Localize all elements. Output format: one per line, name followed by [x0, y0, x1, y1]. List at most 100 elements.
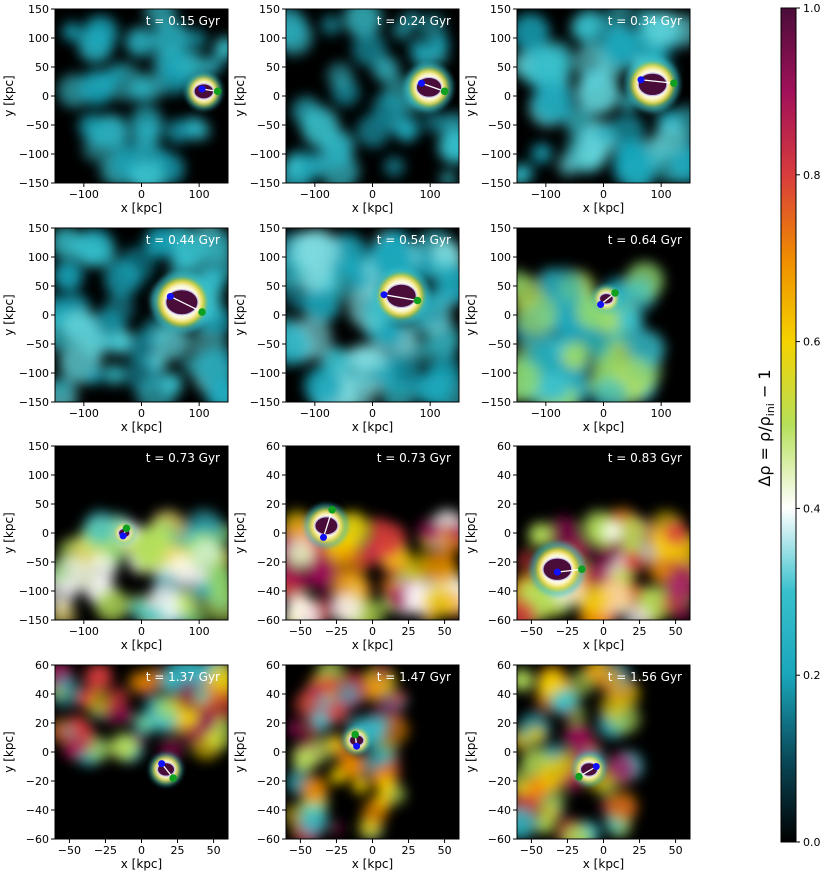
density-clump — [329, 767, 347, 785]
x-tick-label: 50 — [669, 844, 683, 857]
x-tick-label: −25 — [325, 844, 348, 857]
y-tick-label: 0 — [42, 309, 49, 322]
density-clump — [132, 713, 157, 737]
y-axis-label: y [kpc] — [2, 512, 16, 553]
density-clump — [70, 232, 102, 264]
density-clump — [104, 260, 142, 298]
density-clump — [517, 668, 534, 692]
density-clump — [583, 331, 612, 360]
density-clump — [616, 516, 649, 550]
y-tick-label: 150 — [259, 3, 280, 16]
density-clump — [408, 38, 429, 59]
x-tick-label: −100 — [69, 625, 99, 638]
density-clump — [394, 114, 421, 141]
density-clump — [165, 118, 191, 144]
density-clump — [179, 50, 208, 79]
y-tick-label: −40 — [26, 804, 49, 817]
density-clump — [531, 142, 553, 164]
density-clump — [63, 310, 97, 344]
density-clump — [384, 763, 399, 778]
y-tick-label: −60 — [488, 614, 511, 627]
density-clump — [300, 776, 328, 803]
density-clump — [95, 588, 129, 620]
density-clump — [145, 606, 163, 620]
density-clump — [326, 734, 345, 753]
x-tick-label: −50 — [289, 625, 312, 638]
y-tick-label: 0 — [504, 309, 511, 322]
density-clump — [627, 277, 652, 302]
y-tick-label: 50 — [35, 498, 49, 511]
density-clump — [557, 154, 580, 177]
y-tick-label: −20 — [26, 775, 49, 788]
density-clump — [286, 598, 321, 620]
density-clump — [191, 580, 212, 601]
density-clump — [438, 128, 459, 164]
density-clump — [136, 376, 176, 402]
density-clump — [337, 682, 361, 706]
y-tick-label: 20 — [497, 498, 511, 511]
density-clump — [290, 231, 329, 270]
density-clump — [664, 569, 690, 603]
density-clump — [288, 721, 303, 736]
y-tick-label: −150 — [250, 177, 280, 190]
density-clump — [110, 733, 138, 761]
y-tick-label: 0 — [42, 746, 49, 759]
density-clump — [55, 260, 84, 291]
density-clump — [517, 270, 530, 295]
end-marker — [440, 87, 449, 96]
density-clump — [538, 371, 570, 402]
y-axis-label: y [kpc] — [2, 75, 16, 116]
density-clump — [170, 230, 209, 269]
x-tick-label: 25 — [633, 844, 647, 857]
density-clump — [64, 740, 83, 760]
density-clump — [592, 378, 628, 402]
density-clump — [103, 364, 125, 386]
density-clump — [566, 341, 588, 363]
x-tick-label: −100 — [69, 188, 99, 201]
density-field — [57, 9, 228, 183]
start-marker — [319, 533, 327, 541]
density-clump — [605, 790, 638, 823]
density-clump — [517, 292, 557, 336]
density-field — [55, 228, 228, 402]
y-tick-label: 20 — [35, 717, 49, 730]
density-clump — [182, 707, 198, 724]
density-clump — [186, 29, 207, 49]
density-clump — [372, 91, 405, 124]
density-clump — [184, 607, 207, 620]
density-clump — [205, 377, 228, 402]
density-clump — [62, 22, 82, 42]
density-clump — [604, 752, 637, 785]
y-tick-label: −60 — [488, 833, 511, 846]
satellite — [625, 57, 680, 112]
start-marker — [597, 301, 605, 309]
y-axis-label: y [kpc] — [2, 731, 16, 772]
density-clump — [370, 521, 407, 558]
density-clump — [423, 111, 447, 134]
x-axis-label: x [kpc] — [352, 857, 393, 871]
y-tick-label: −40 — [488, 804, 511, 817]
y-tick-label: −100 — [250, 367, 280, 380]
y-tick-label: −50 — [26, 119, 49, 132]
panel-1: t = 0.15 Gyr −100 0 100 −150 −100 −50 0 50 100 150… — [2, 3, 229, 215]
density-clump — [205, 54, 225, 73]
panel-5: t = 0.54 Gyr −100 0 100 −150 −100 −50 0 50 100 150… — [233, 222, 460, 434]
density-clump — [535, 815, 554, 834]
x-tick-label: 100 — [651, 188, 672, 201]
y-tick-label: 0 — [504, 746, 511, 759]
colorbar-tick-label: 0.8 — [803, 169, 821, 182]
density-clump — [329, 821, 344, 836]
y-tick-label: 60 — [497, 440, 511, 453]
panel-2: t = 0.24 Gyr −100 0 100 −150 −100 −50 0 50 100 150… — [233, 3, 460, 215]
start-marker — [166, 292, 174, 300]
density-clump — [321, 673, 339, 691]
satellite-core — [314, 516, 339, 536]
panel-12: t = 1.56 Gyr −50 −25 0 25 50 −60 −40 −20 0 20 40 60 x… — [464, 659, 691, 871]
y-tick-label: −40 — [257, 804, 280, 817]
end-marker — [351, 730, 360, 739]
x-tick-label: −25 — [325, 625, 348, 638]
density-clump — [608, 113, 646, 151]
density-clump — [181, 356, 200, 374]
density-clump — [214, 37, 228, 60]
